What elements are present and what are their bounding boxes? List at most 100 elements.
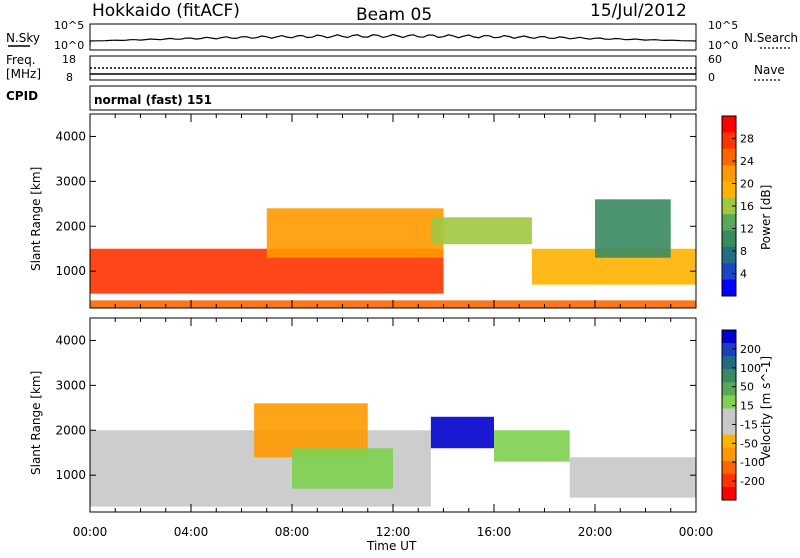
- radar-title: Hokkaido (fitACF): [92, 1, 240, 21]
- nave-tick-top: 60: [708, 53, 722, 66]
- velocity-colorbar-swatch: [722, 408, 736, 423]
- velocity-colorbar-tick-label: 100: [740, 362, 761, 375]
- power-colorbar-tick-label: 8: [740, 245, 747, 258]
- x-tick-label: 12:00: [376, 525, 411, 539]
- velocity-colorbar-tick-label: -200: [740, 475, 765, 488]
- velocity-region-2: [292, 448, 393, 489]
- noise-tick-top-left: 10^5: [54, 19, 84, 32]
- velocity-ylabel: Slant Range [km]: [29, 371, 43, 475]
- velocity-region-3: [430, 416, 494, 449]
- power-colorbar-tick-label: 28: [740, 133, 754, 146]
- power-ytick-label: 4000: [55, 129, 86, 143]
- power-colorbar-tick-label: 4: [740, 268, 747, 281]
- noise-tick-top-right: 10^5: [708, 19, 738, 32]
- velocity-colorbar-swatch: [722, 343, 736, 357]
- velocity-ytick-label: 3000: [55, 378, 86, 392]
- freq-label-line2: [MHz]: [6, 67, 41, 81]
- velocity-colorbar-tick-label: -15: [740, 418, 758, 431]
- power-colorbar-swatch: [722, 132, 736, 150]
- velocity-region-5: [569, 457, 696, 498]
- velocity-colorbar-tick-label: 50: [740, 381, 754, 394]
- velocity-plot-area: [90, 403, 696, 507]
- velocity-colorbar-frame: [721, 329, 737, 501]
- cpid-mode-text: normal (fast) 151: [94, 93, 212, 107]
- power-yticks: 4000 3000 2000 1000: [55, 129, 696, 278]
- power-xticks: [89, 114, 697, 308]
- cpid-panel: CPID normal (fast) 151: [6, 85, 697, 111]
- power-region-1: [266, 208, 444, 258]
- power-panel: 4000 3000 2000 1000 Slant Range [km] 28 24 20…: [29, 113, 773, 309]
- freq-tick-top: 18: [62, 53, 76, 66]
- velocity-yticks: 4000 3000 2000 1000: [55, 333, 696, 482]
- velocity-xticks: [89, 318, 697, 512]
- power-colorbar-swatch: [722, 263, 736, 281]
- x-tick-label: 00:00: [679, 525, 714, 539]
- beam-title: Beam 05: [356, 5, 432, 25]
- velocity-ytick-label: 4000: [55, 333, 86, 347]
- velocity-ytick-label: 2000: [55, 423, 86, 437]
- power-colorbar-swatch: [722, 214, 736, 232]
- x-tick-label: 20:00: [578, 525, 613, 539]
- noise-sky-label: N.Sky: [6, 31, 40, 45]
- velocity-colorbar-swatch: [722, 356, 736, 370]
- velocity-colorbar-swatch: [722, 460, 736, 475]
- velocity-colorbar-swatch: [722, 395, 736, 409]
- x-axis-tick-labels: 00:00 04:00 08:00 12:00 16:00 20:00 00:00: [73, 525, 714, 539]
- power-colorbar-swatch: [722, 246, 736, 264]
- velocity-colorbar-tick-label: -50: [740, 437, 758, 450]
- power-ytick-label: 2000: [55, 219, 86, 233]
- power-colorbar-swatch: [722, 181, 736, 199]
- power-colorbar-tick-label: 16: [740, 200, 754, 213]
- freq-tick-bottom: 8: [66, 71, 73, 84]
- velocity-colorbar-swatch: [722, 434, 736, 449]
- power-colorbar-label: Power [dB]: [759, 185, 773, 250]
- x-tick-label: 16:00: [477, 525, 512, 539]
- power-colorbar-swatch: [722, 230, 736, 248]
- x-tick-label: 08:00: [275, 525, 310, 539]
- velocity-colorbar-swatch: [722, 330, 736, 344]
- power-colorbar-swatch: [722, 197, 736, 215]
- velocity-colorbar-swatch: [722, 369, 736, 383]
- velocity-colorbar-tick-label: -100: [740, 456, 765, 469]
- noise-tick-bottom-right: 10^0: [708, 39, 738, 52]
- velocity-colorbar-swatch: [722, 447, 736, 462]
- velocity-colorbar-label: Velocity [m s^-1]: [759, 356, 773, 460]
- velocity-colorbar-swatch: [722, 421, 736, 436]
- velocity-colorbar-swatch: [722, 382, 736, 396]
- power-colorbar: 28 24 20 16 12 8 4: [721, 115, 754, 297]
- power-plot-area: [90, 199, 696, 308]
- x-tick-label: 04:00: [174, 525, 209, 539]
- power-ytick-label: 3000: [55, 174, 86, 188]
- nave-label: Nave: [754, 63, 785, 77]
- power-colorbar-swatch: [722, 165, 736, 182]
- nave-tick-bottom: 0: [708, 71, 715, 84]
- noise-panel: N.Sky 10^5 10^0 10^5 10^0 N.Search: [6, 19, 798, 52]
- power-ytick-label: 1000: [55, 264, 86, 278]
- power-colorbar-swatch: [722, 148, 736, 166]
- x-tick-label: 00:00: [73, 525, 108, 539]
- power-colorbar-swatch: [722, 279, 736, 297]
- velocity-colorbar-swatch: [722, 486, 736, 501]
- power-ylabel: Slant Range [km]: [29, 167, 43, 271]
- velocity-colorbar-swatch: [722, 473, 736, 488]
- x-axis-label: Time UT: [366, 539, 417, 553]
- velocity-ytick-label: 1000: [55, 468, 86, 482]
- freq-panel: Freq. [MHz] 18 8 60 0 Nave: [6, 53, 785, 84]
- velocity-colorbar-tick-label: 15: [740, 400, 754, 413]
- freq-label-line1: Freq.: [6, 53, 36, 67]
- noise-trace: [89, 33, 697, 45]
- velocity-colorbar-tick-label: 200: [740, 343, 761, 356]
- noise-tick-bottom-left: 10^0: [54, 39, 84, 52]
- power-colorbar-swatch: [722, 116, 736, 133]
- power-colorbar-tick-label: 24: [740, 155, 754, 168]
- velocity-panel: 4000 3000 2000 1000 Slant Range [km] 200 100…: [29, 317, 773, 513]
- noise-search-label: N.Search: [744, 31, 798, 45]
- power-colorbar-tick-label: 20: [740, 178, 754, 191]
- power-region-4: [595, 199, 671, 258]
- cpid-label: CPID: [6, 89, 38, 103]
- velocity-region-4: [494, 430, 570, 462]
- power-colorbar-tick-label: 12: [740, 223, 754, 236]
- velocity-colorbar: 200 100 50 15 -15 -50 -100 -200: [721, 329, 765, 501]
- date-title: 15/Jul/2012: [590, 1, 687, 21]
